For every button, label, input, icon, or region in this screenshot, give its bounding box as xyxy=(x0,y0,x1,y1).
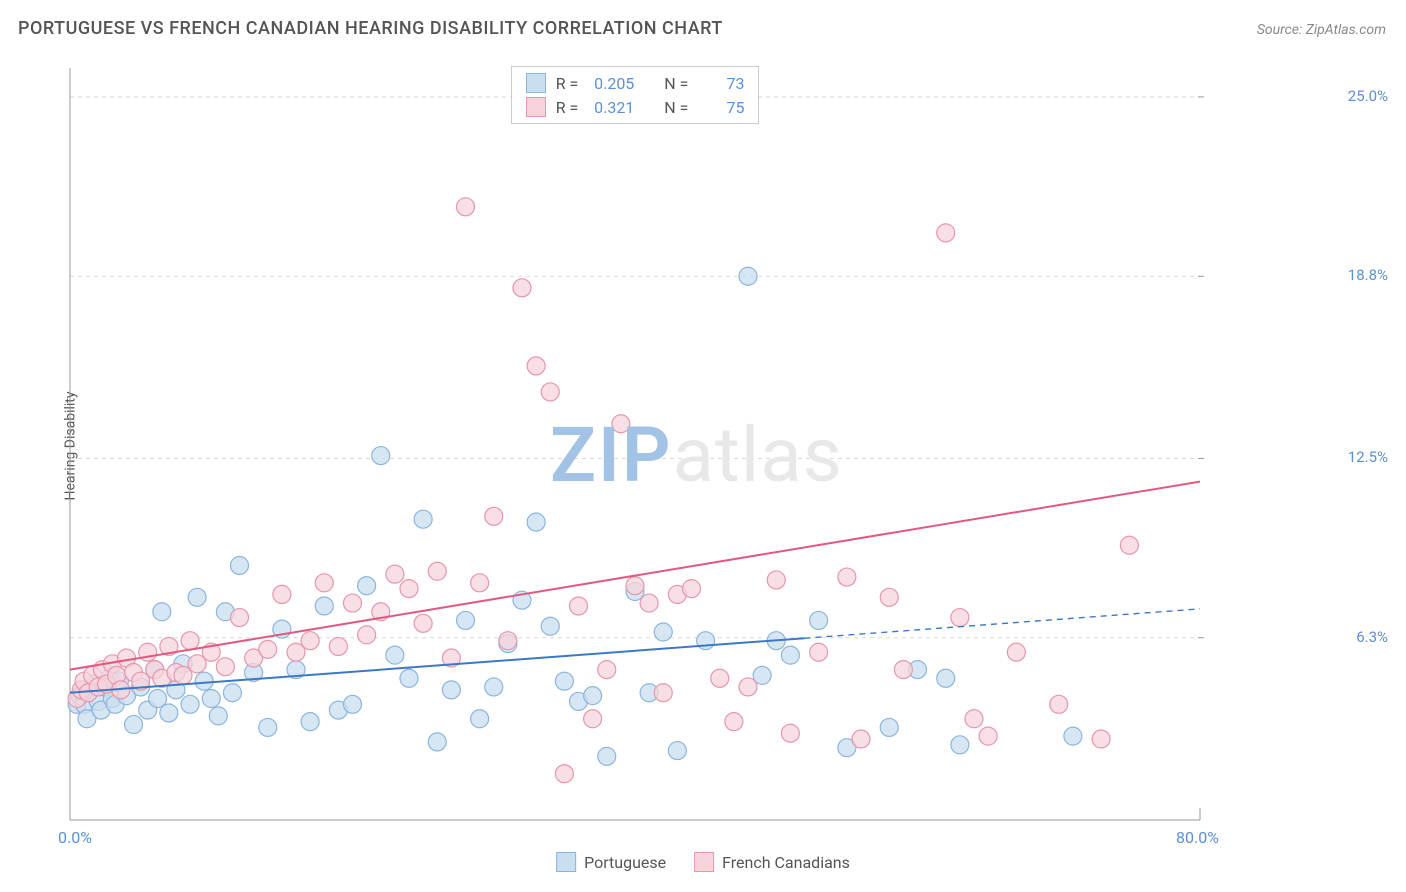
chart-container: PORTUGUESE VS FRENCH CANADIAN HEARING DI… xyxy=(0,0,1406,892)
source-prefix: Source: xyxy=(1257,22,1306,38)
correlation-stats-box: R = 0.205 N = 73 R = 0.321 N = 75 xyxy=(511,66,760,124)
y-tick-label: 6.3% xyxy=(1356,628,1388,646)
chart-title: PORTUGUESE VS FRENCH CANADIAN HEARING DI… xyxy=(18,18,723,39)
stats-n-label: N = xyxy=(664,74,688,93)
legend-swatch-portuguese xyxy=(556,852,576,872)
legend-swatch-french xyxy=(694,852,714,872)
stats-r-value: 0.321 xyxy=(588,98,634,117)
stats-n-value: 75 xyxy=(698,98,744,117)
source-name: ZipAtlas.com xyxy=(1306,22,1386,38)
legend-label-portuguese: Portuguese xyxy=(584,853,666,872)
series-legend: Portuguese French Canadians xyxy=(556,852,850,872)
source-attribution: Source: ZipAtlas.com xyxy=(1257,22,1386,38)
stats-swatch xyxy=(526,97,546,117)
scatter-plot xyxy=(60,60,1300,840)
stats-n-value: 73 xyxy=(698,74,744,93)
stats-r-label: R = xyxy=(556,74,579,93)
x-axis-min-label: 0.0% xyxy=(58,828,92,847)
stats-n-label: N = xyxy=(664,98,688,117)
x-axis-max-label: 80.0% xyxy=(1176,828,1219,847)
y-tick-label: 12.5% xyxy=(1348,448,1388,466)
stats-row-portuguese: R = 0.205 N = 73 xyxy=(512,71,759,95)
stats-r-label: R = xyxy=(556,98,579,117)
y-tick-label: 25.0% xyxy=(1348,87,1388,105)
stats-swatch xyxy=(526,73,546,93)
stats-row-french: R = 0.321 N = 75 xyxy=(512,95,759,119)
legend-item-french: French Canadians xyxy=(694,852,850,872)
stats-r-value: 0.205 xyxy=(588,74,634,93)
y-tick-label: 18.8% xyxy=(1348,266,1388,284)
legend-item-portuguese: Portuguese xyxy=(556,852,666,872)
legend-label-french: French Canadians xyxy=(722,853,850,872)
